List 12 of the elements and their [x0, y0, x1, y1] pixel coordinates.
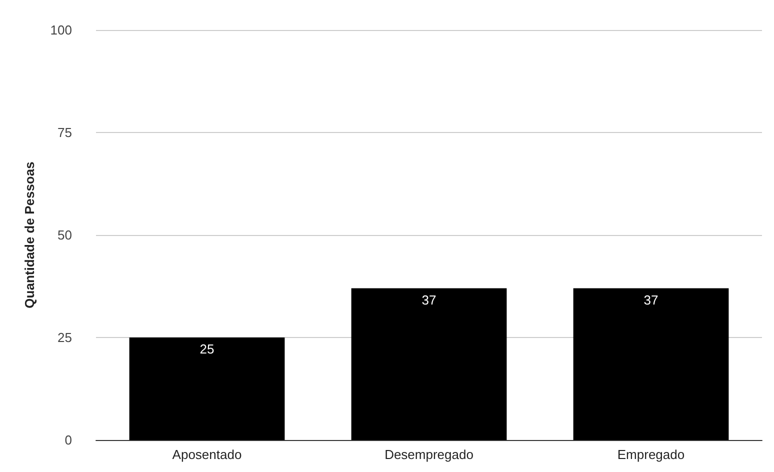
- data-label: 25: [200, 342, 214, 356]
- y-tick-label: 25: [58, 330, 72, 345]
- y-tick-label: 100: [50, 22, 72, 38]
- y-tick-label: 50: [58, 228, 72, 242]
- x-tick-label: Aposentado: [172, 447, 242, 462]
- y-axis-title: Quantidade de Pessoas: [22, 162, 37, 308]
- x-tick-label: Empregado: [617, 447, 685, 462]
- data-label: 37: [644, 292, 658, 308]
- y-tick-label: 75: [58, 125, 72, 140]
- data-label: 37: [422, 292, 436, 308]
- y-tick-label: 0: [64, 432, 72, 448]
- x-tick-label: Desempregado: [384, 447, 474, 462]
